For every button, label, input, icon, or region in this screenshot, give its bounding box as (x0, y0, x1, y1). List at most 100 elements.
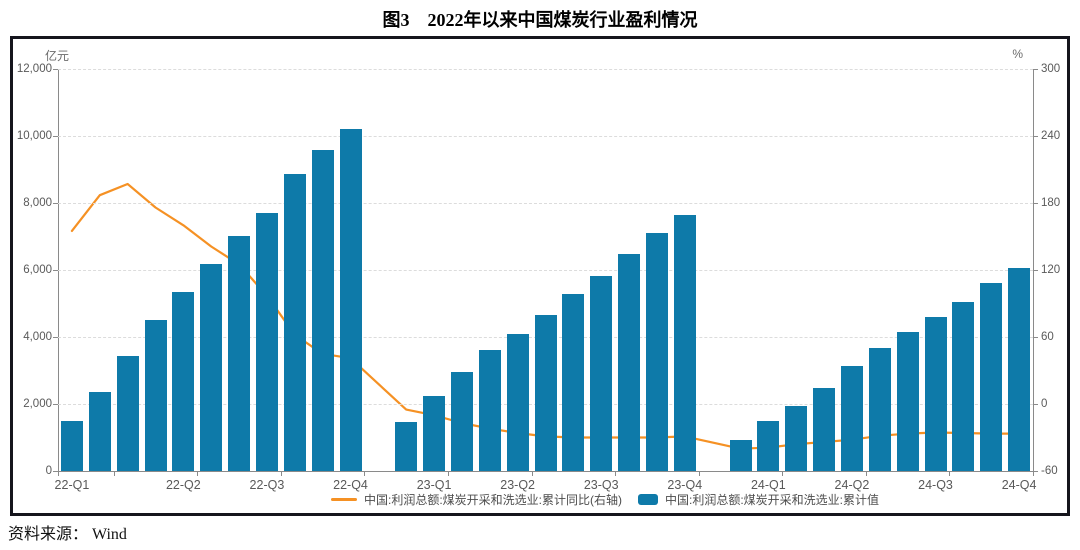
profit-bar (506, 333, 529, 471)
left-axis-tick (53, 136, 58, 137)
x-axis-tick (448, 471, 449, 476)
legend-item-line: 中国:利润总额:煤炭开采和洗选业:累计同比(右轴) (330, 491, 622, 508)
x-axis-line (58, 471, 1033, 472)
right-axis-tick (1033, 203, 1038, 204)
x-axis-tick (280, 471, 282, 476)
left-axis-tick-label: 6,000 (23, 264, 52, 276)
profit-bar (200, 263, 223, 471)
left-axis-tick (53, 69, 58, 70)
x-axis-tick (58, 471, 59, 476)
left-axis-tick-label: 0 (45, 465, 52, 477)
gridline (58, 136, 1033, 137)
left-axis-unit-label: 亿元 (45, 49, 70, 63)
left-axis-tick-label: 10,000 (16, 130, 52, 142)
x-axis-tick (531, 471, 533, 476)
right-axis-tick (1033, 136, 1038, 137)
profit-bar (60, 421, 83, 471)
profit-bar (478, 350, 501, 471)
x-axis-quarter-label: 24-Q2 (834, 478, 870, 492)
profit-bar (868, 347, 891, 471)
right-axis-tick-label: 180 (1041, 197, 1061, 209)
legend-item-bar: 中国:利润总额:煤炭开采和洗选业:累计值 (637, 491, 879, 508)
profit-bar (924, 317, 947, 471)
profit-bar (534, 314, 557, 471)
left-axis-tick-label: 12,000 (16, 63, 52, 75)
profit-bar (116, 356, 139, 471)
x-axis-tick (113, 471, 115, 476)
profit-bar (896, 331, 919, 471)
profit-bar (311, 149, 334, 471)
x-axis-quarter-label: 24-Q3 (918, 478, 953, 492)
profit-bar (562, 294, 585, 471)
profit-bar (144, 319, 167, 471)
x-axis-quarter-label: 23-Q3 (583, 478, 619, 492)
line-swatch-icon (330, 498, 357, 501)
x-axis-tick (615, 471, 617, 476)
profit-bar (1008, 268, 1031, 471)
x-axis-quarter-label: 23-Q4 (667, 478, 703, 492)
profit-bar (88, 391, 111, 471)
left-axis-tick-label: 8,000 (23, 197, 52, 209)
profit-bar (813, 387, 836, 471)
right-axis-tick (1033, 404, 1038, 405)
profit-bar (423, 396, 446, 471)
profit-bar (618, 253, 641, 471)
profit-bar (450, 372, 473, 471)
left-axis-tick (53, 404, 58, 405)
profit-bar (283, 174, 306, 471)
x-axis-quarter-label: 22-Q2 (165, 478, 201, 492)
profit-bar (840, 366, 863, 471)
gridline (58, 203, 1033, 204)
right-axis-tick-label: 240 (1041, 130, 1061, 142)
left-axis-tick-label: 2,000 (23, 398, 52, 410)
profit-bar (673, 215, 696, 471)
profit-bar (729, 439, 752, 471)
gridline (58, 69, 1033, 70)
source-note: 资料来源： Wind (8, 526, 127, 543)
profit-bar (785, 405, 808, 471)
profit-bar (645, 232, 668, 471)
legend-bar-label: 中国:利润总额:煤炭开采和洗选业:累计值 (664, 493, 879, 507)
gridline (58, 270, 1033, 271)
x-axis-quarter-label: 23-Q2 (500, 478, 536, 492)
left-axis-tick (53, 471, 58, 472)
x-axis-tick (364, 471, 366, 476)
profit-bar (255, 213, 278, 471)
profit-bar (980, 283, 1003, 471)
right-axis-tick-label: 60 (1041, 331, 1054, 343)
profit-bar (590, 276, 613, 471)
right-axis-tick-label: 120 (1041, 264, 1061, 276)
chart-title: 图3 2022年以来中国煤炭行业盈利情况 (382, 10, 698, 30)
profit-bar (395, 422, 418, 471)
left-axis-tick (53, 270, 58, 271)
profit-bar (172, 292, 195, 471)
right-axis-tick-label: 0 (1041, 398, 1048, 410)
x-axis-quarter-label: 24-Q1 (750, 478, 786, 492)
x-axis-tick (865, 471, 867, 476)
right-axis-unit-label: % (1012, 47, 1023, 61)
x-axis-quarter-label: 22-Q1 (54, 478, 90, 492)
legend: 中国:利润总额:煤炭开采和洗选业:累计同比(右轴) 中国:利润总额:煤炭开采和洗… (78, 491, 1080, 508)
left-axis-tick-label: 4,000 (23, 331, 52, 343)
x-axis-quarter-label: 24-Q4 (1001, 478, 1037, 492)
left-axis-tick (53, 337, 58, 338)
chart-frame: 亿元 % 0 -60 2,000 0 4,000 60 6,000 120 8,000 180 10… (10, 36, 1070, 516)
x-axis-tick (949, 471, 951, 476)
profit-bar (952, 301, 975, 471)
x-axis-quarter-label: 23-Q1 (416, 478, 452, 492)
right-axis-tick (1033, 270, 1038, 271)
right-axis-tick-label: 300 (1041, 63, 1061, 75)
right-axis-tick (1033, 69, 1038, 70)
x-axis-quarter-label: 22-Q3 (249, 478, 285, 492)
x-axis-tick (782, 471, 784, 476)
right-axis-tick (1033, 337, 1038, 338)
plot-area: 0 -60 2,000 0 4,000 60 6,000 120 8,000 180 10,000 2… (17, 63, 1060, 492)
right-axis-tick (1033, 471, 1038, 472)
x-axis-tick (698, 471, 700, 476)
bar-swatch-icon (637, 494, 658, 505)
legend-line-label: 中国:利润总额:煤炭开采和洗选业:累计同比(右轴) (363, 493, 622, 507)
profit-bar (339, 129, 362, 471)
x-axis-tick (1033, 471, 1034, 476)
profit-bar (228, 236, 251, 471)
profit-bar (757, 421, 780, 471)
